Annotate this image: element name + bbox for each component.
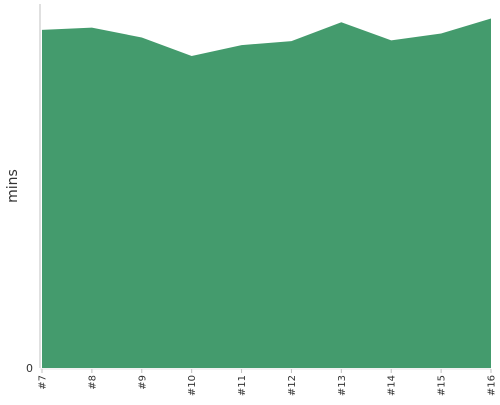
x-axis-ticks: #7 #8 #9 #10 #11 #12 #13 #14 #15 #16: [38, 369, 498, 396]
plot-area: [42, 18, 491, 369]
x-tick-label: #10: [187, 375, 198, 396]
x-tick-label: #9: [137, 375, 148, 390]
x-tick-label: #13: [337, 375, 348, 396]
y-axis-title: mins: [5, 169, 21, 203]
x-tick-label: #8: [87, 375, 98, 390]
y-axis-ticks: 0: [26, 362, 33, 375]
x-tick-label: #14: [387, 375, 398, 396]
x-tick-label: #7: [38, 375, 49, 390]
x-tick-label: #15: [437, 375, 448, 396]
x-tick-label: #16: [487, 375, 498, 396]
x-tick-label: #12: [287, 375, 298, 396]
x-tick-label: #11: [237, 375, 248, 396]
area-series-0: [42, 18, 491, 369]
y-tick-label: 0: [26, 362, 33, 375]
